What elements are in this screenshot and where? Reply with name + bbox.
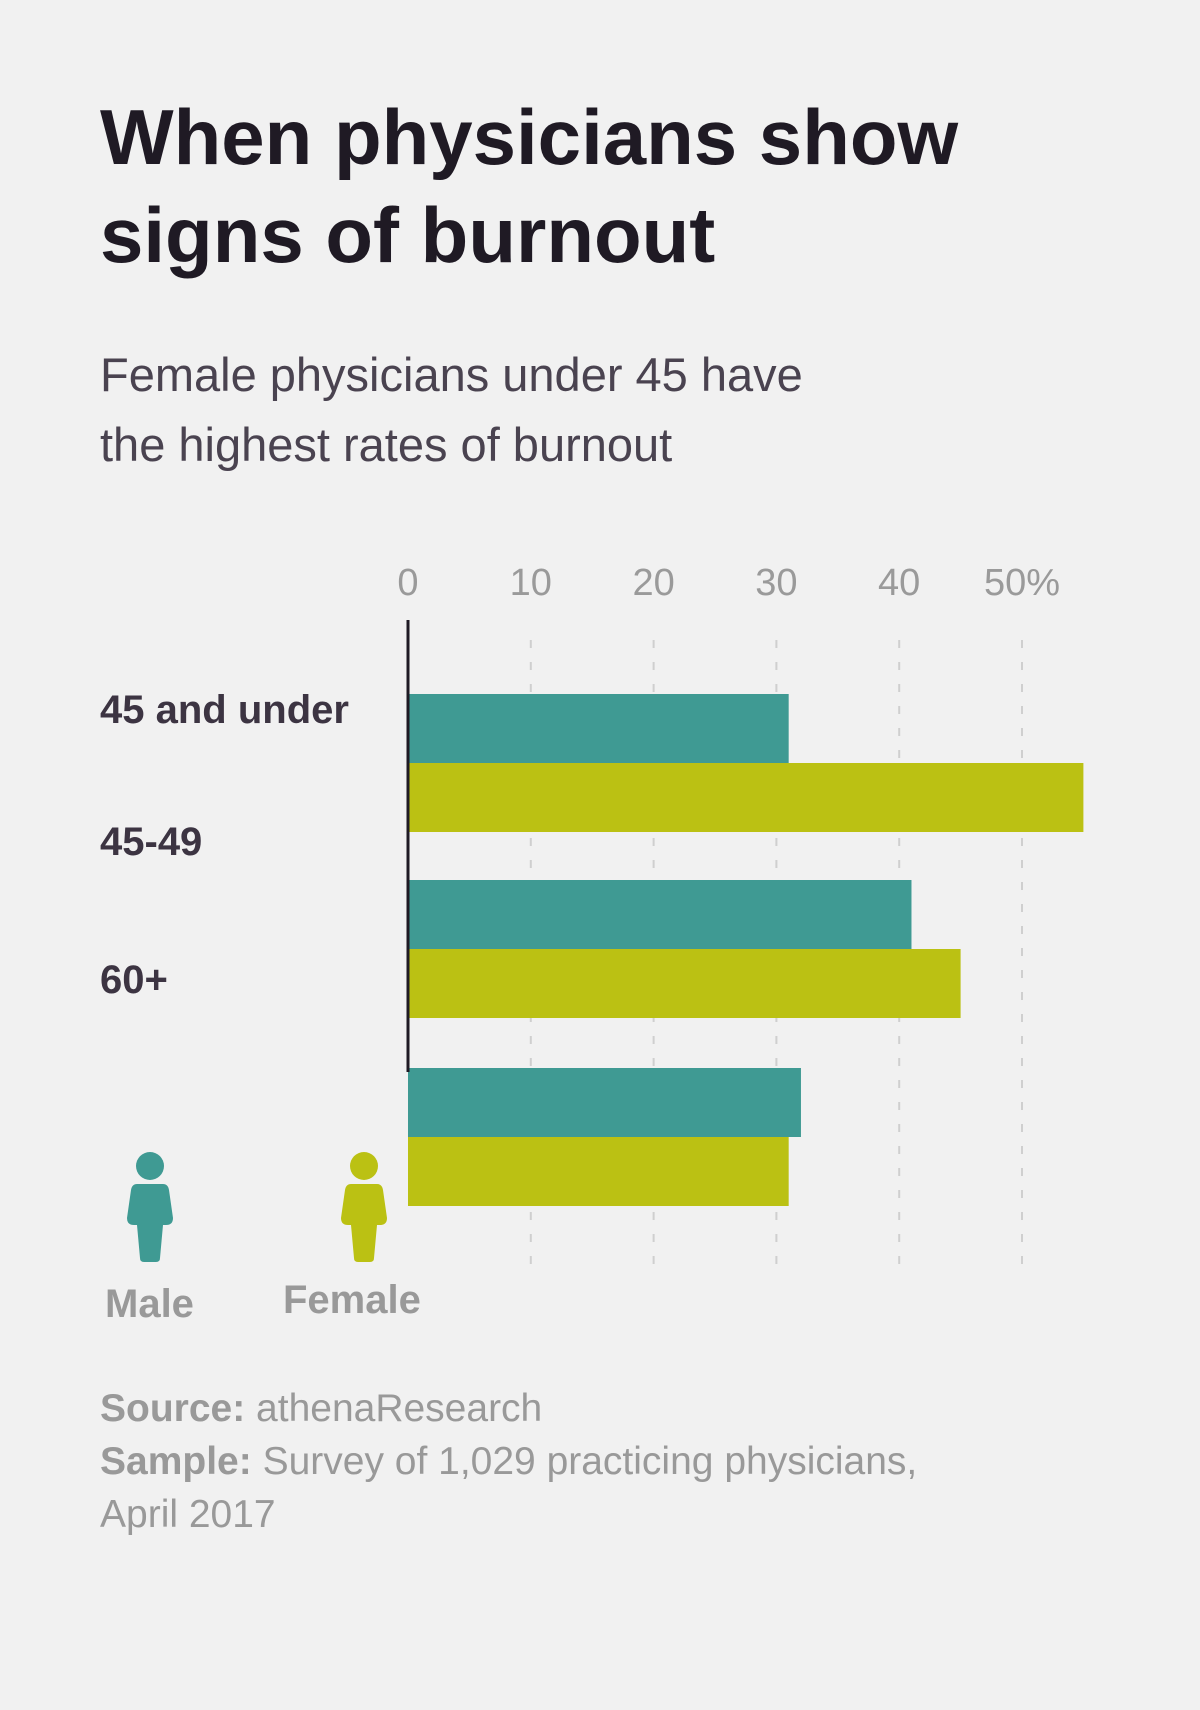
x-tick-label: 50% — [983, 562, 1061, 604]
bar-male — [408, 880, 912, 949]
legend-label-male: Male — [105, 1282, 194, 1326]
sample-label: Sample: — [100, 1440, 252, 1483]
bar-female — [408, 1137, 789, 1206]
subtitle-line-2: the highest rates of burnout — [100, 418, 673, 471]
bar-male — [408, 1068, 801, 1137]
legend-label-female: Female — [283, 1278, 421, 1322]
footer: Source: athenaResearch Sample: Survey of… — [100, 1382, 917, 1541]
bar-male — [408, 694, 789, 763]
title-line-1: When physicians show — [100, 93, 959, 181]
bar-female — [408, 949, 961, 1018]
x-tick-label: 20 — [632, 562, 675, 604]
source-value: athenaResearch — [256, 1387, 543, 1430]
source-label: Source: — [100, 1387, 246, 1430]
sample-value-line-2: April 2017 — [100, 1493, 276, 1536]
category-label: 45 and under — [100, 688, 349, 732]
x-tick-label: 0 — [397, 562, 419, 604]
category-label: 60+ — [100, 958, 168, 1002]
x-tick-label: 40 — [878, 562, 921, 604]
chart-title: When physicians show signs of burnout — [100, 88, 958, 284]
bar-female — [408, 763, 1084, 832]
subtitle-line-1: Female physicians under 45 have — [100, 348, 803, 401]
x-tick-label: 10 — [509, 562, 552, 604]
x-tick-label: 30 — [755, 562, 798, 604]
title-line-2: signs of burnout — [100, 191, 716, 279]
chart-subtitle: Female physicians under 45 have the high… — [100, 340, 803, 480]
sample-value: Survey of 1,029 practicing physicians, — [262, 1440, 918, 1483]
category-label: 45-49 — [100, 820, 203, 864]
